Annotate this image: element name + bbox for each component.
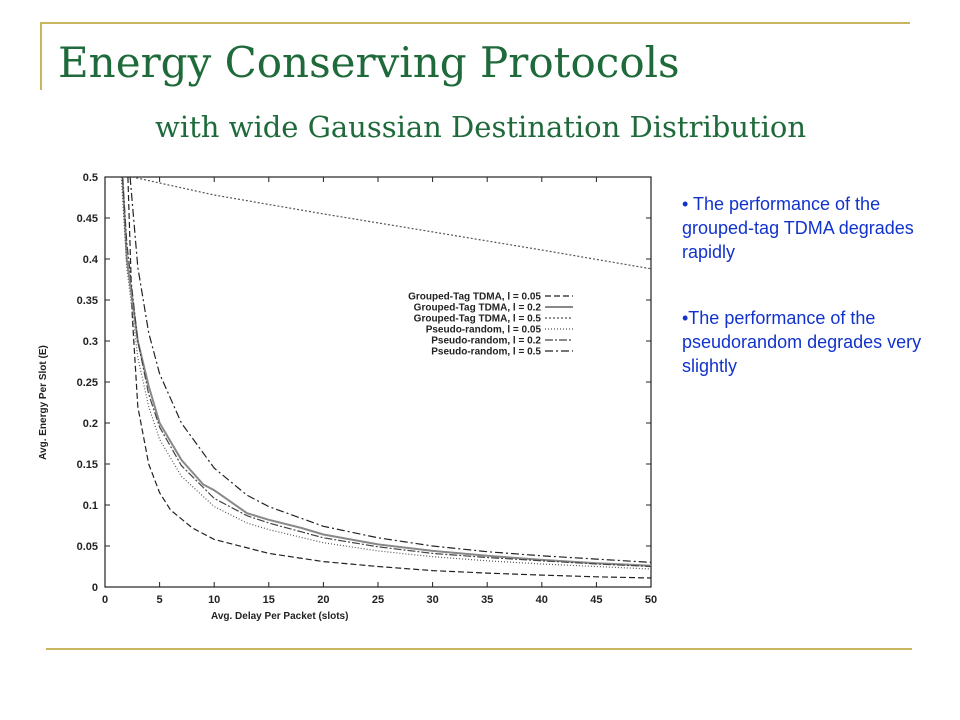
energy-delay-chart: 0 5 10 15 20 25 30 35 40 45 50 0 0.05 0.1 0.15 0.2 0.25 0… — [38, 172, 657, 622]
y-tick-label: 0.1 — [83, 500, 98, 512]
x-axis-label: Avg. Delay Per Packet (slots) — [211, 611, 348, 622]
y-tick-label: 0.15 — [77, 459, 98, 471]
x-tick-label: 15 — [263, 594, 275, 606]
x-tick-label: 30 — [426, 594, 438, 606]
bullet-item: • The performance of the grouped-tag TDM… — [682, 194, 914, 262]
x-tick-label: 5 — [157, 594, 163, 606]
x-tick-label: 40 — [536, 594, 548, 606]
x-tick-label: 20 — [317, 594, 329, 606]
series-line — [121, 177, 651, 568]
y-tick-label: 0.35 — [77, 295, 98, 307]
x-tick-label: 45 — [590, 594, 602, 606]
legend-label: Pseudo-random, l = 0.2 — [431, 336, 541, 347]
bullet-list: • The performance of the grouped-tag TDM… — [682, 192, 942, 420]
x-tick-label: 35 — [481, 594, 493, 606]
series-line — [120, 177, 651, 570]
x-tick-label: 0 — [102, 594, 108, 606]
y-tick-label: 0.25 — [77, 377, 98, 389]
top-rule — [40, 22, 910, 24]
x-tick-label: 25 — [372, 594, 384, 606]
plot-frame — [104, 176, 652, 588]
slide-title: Energy Conserving Protocols — [58, 38, 680, 87]
legend-label: Grouped-Tag TDMA, l = 0.2 — [414, 303, 542, 314]
series-group — [120, 177, 651, 579]
legend-label: Grouped-Tag TDMA, l = 0.5 — [414, 314, 542, 325]
bottom-rule — [46, 648, 912, 650]
series-line — [121, 177, 651, 567]
y-tick-label: 0.05 — [77, 541, 98, 553]
series-line — [129, 177, 651, 563]
series-line — [127, 177, 651, 579]
y-tick-label: 0.3 — [83, 336, 98, 348]
series-line — [132, 177, 651, 270]
y-axis-label: Avg. Energy Per Slot (E) — [38, 345, 49, 460]
x-tick-label: 50 — [645, 594, 657, 606]
slide-subtitle: with wide Gaussian Destination Distribut… — [155, 110, 807, 144]
legend-label: Grouped-Tag TDMA, l = 0.05 — [408, 292, 541, 303]
legend-label: Pseudo-random, l = 0.5 — [431, 347, 541, 358]
y-tick-label: 0.5 — [83, 172, 98, 184]
bullet-item: •The performance of the pseudorandom deg… — [682, 308, 922, 376]
y-tick-label: 0.45 — [77, 213, 98, 225]
y-tick-label: 0.2 — [83, 418, 98, 430]
y-tick-label: 0 — [92, 582, 98, 594]
y-tick-label: 0.4 — [83, 254, 99, 266]
x-tick-label: 10 — [208, 594, 220, 606]
legend-label: Pseudo-random, l = 0.05 — [426, 325, 542, 336]
left-rule — [40, 22, 42, 90]
